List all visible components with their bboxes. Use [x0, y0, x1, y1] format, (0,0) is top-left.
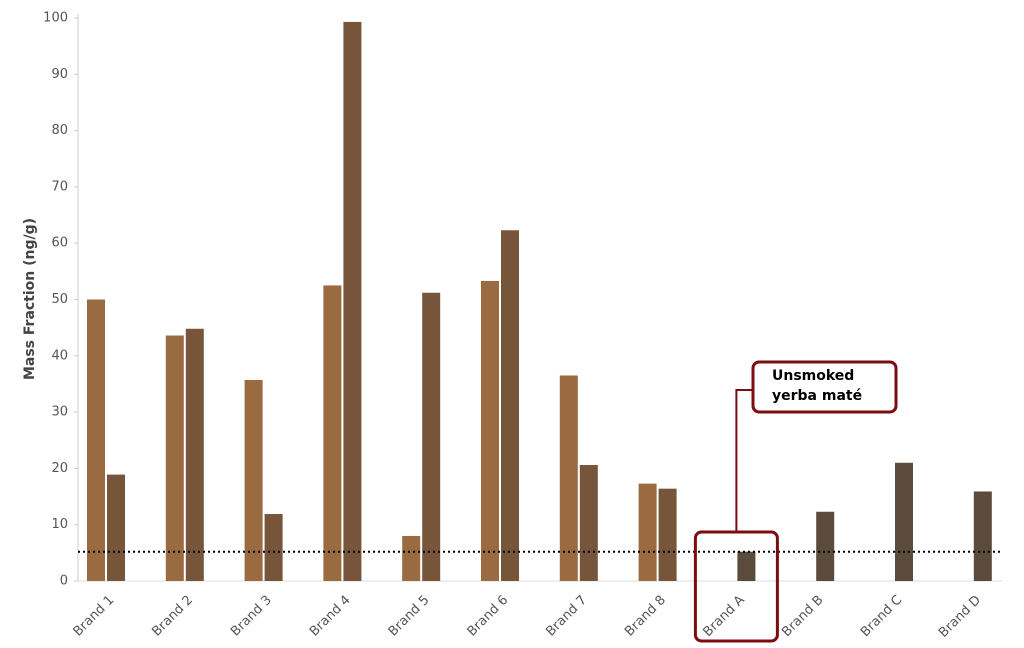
y-tick-label: 70 — [51, 179, 68, 194]
callout-connector — [735, 389, 753, 532]
y-tick-label: 40 — [51, 348, 68, 363]
x-tick-label: Brand 3 — [228, 593, 275, 640]
y-tick-label: 30 — [51, 405, 68, 420]
x-tick-label: Brand 1 — [71, 593, 118, 640]
bar — [737, 551, 756, 581]
y-tick-label: 90 — [51, 67, 68, 82]
bar — [501, 230, 519, 581]
y-tick-label: 50 — [51, 292, 68, 307]
bar — [816, 511, 835, 581]
y-tick-label: 0 — [60, 574, 68, 589]
bar — [895, 462, 913, 581]
annotation-text: Unsmoked — [772, 368, 854, 384]
x-tick-label: Brand C — [858, 593, 905, 640]
x-tick-label: Brand 8 — [622, 593, 669, 640]
x-tick-label: Brand 7 — [543, 593, 590, 640]
bar — [87, 299, 105, 581]
bar — [559, 375, 578, 581]
y-tick-label: 20 — [51, 461, 68, 476]
bar — [264, 514, 283, 581]
bar — [579, 465, 598, 581]
bar — [185, 328, 204, 581]
y-tick-label: 80 — [51, 123, 68, 138]
bar — [481, 280, 499, 581]
x-tick-label: Brand D — [936, 593, 984, 641]
bar — [323, 285, 342, 581]
x-tick-label: Brand 6 — [465, 593, 512, 640]
y-axis-label: Mass Fraction (ng/g) — [22, 218, 38, 380]
bar — [165, 335, 184, 581]
bar — [244, 380, 263, 581]
callout-box — [751, 360, 898, 414]
bar — [402, 535, 421, 581]
x-tick-label: Brand 5 — [386, 593, 433, 640]
x-tick-label: Brand 4 — [307, 593, 354, 640]
x-tick-label: Brand A — [701, 593, 748, 640]
bar — [422, 292, 441, 581]
x-tick-label: Brand B — [779, 593, 826, 640]
annotation-text: yerba maté — [772, 388, 862, 404]
x-tick-label: Brand 2 — [149, 593, 196, 640]
y-tick-label: 60 — [51, 236, 68, 251]
bar — [658, 488, 677, 581]
bar — [343, 21, 362, 582]
bar — [973, 491, 992, 581]
y-tick-label: 10 — [51, 517, 68, 532]
y-tick-label: 100 — [43, 11, 68, 26]
bar — [107, 474, 125, 581]
bar — [638, 483, 657, 581]
